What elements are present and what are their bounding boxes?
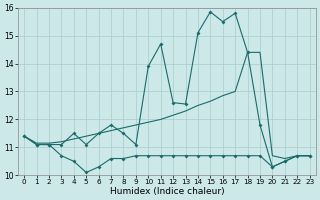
X-axis label: Humidex (Indice chaleur): Humidex (Indice chaleur) — [109, 187, 224, 196]
